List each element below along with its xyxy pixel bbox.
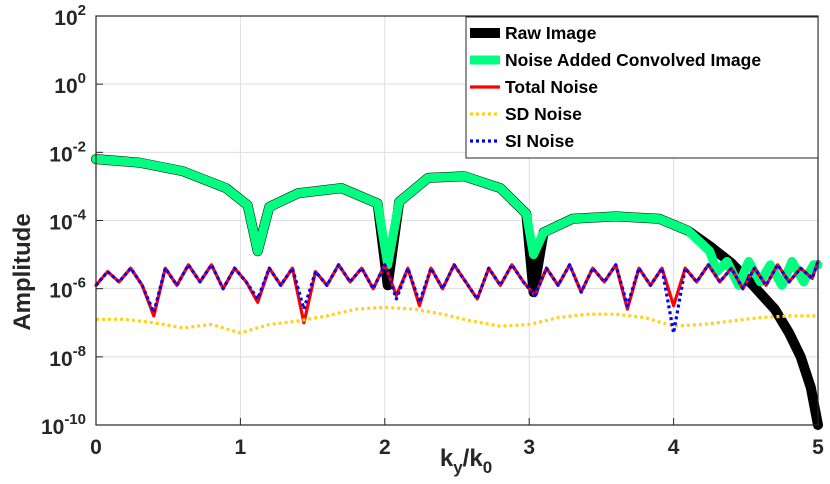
y-tick-label: 10-6 xyxy=(49,275,86,303)
x-tick-labels: 0 1 2 3 4 5 xyxy=(90,436,824,459)
y-tick-label: 10-10 xyxy=(41,411,86,439)
ticks xyxy=(95,15,819,426)
x-tick-label: 2 xyxy=(379,436,391,459)
legend-label: SD Noise xyxy=(505,104,582,124)
legend-label: Raw Image xyxy=(505,23,597,43)
x-tick-label: 3 xyxy=(523,436,535,459)
plot-lines xyxy=(91,154,823,430)
x-tick-label: 4 xyxy=(668,436,680,459)
x-axis-label: ky/k0 xyxy=(440,445,492,477)
y-tick-label: 102 xyxy=(54,2,86,30)
legend-label: Total Noise xyxy=(505,77,598,97)
series-line-noise-added-convolved-image xyxy=(91,154,823,290)
legend: Raw Image Noise Added Convolved Image Tota… xyxy=(465,16,819,159)
legend-box xyxy=(465,16,819,159)
legend-label: Noise Added Convolved Image xyxy=(505,50,761,70)
x-tick-label: 0 xyxy=(90,436,102,459)
y-tick-label: 10-8 xyxy=(49,343,86,371)
series-line-si-noise xyxy=(94,260,820,335)
y-tick-labels: 10-10 10-8 10-6 10-4 10-2 100 102 xyxy=(41,2,87,439)
x-tick-label: 1 xyxy=(235,436,247,459)
legend-label: SI Noise xyxy=(505,131,574,151)
y-axis-label: Amplitude xyxy=(9,213,36,330)
series-line-sd-noise xyxy=(96,305,818,335)
y-tick-label: 10-2 xyxy=(49,138,86,166)
y-tick-label: 100 xyxy=(54,70,86,98)
x-tick-label: 5 xyxy=(812,436,824,459)
y-tick-label: 10-4 xyxy=(49,207,86,235)
